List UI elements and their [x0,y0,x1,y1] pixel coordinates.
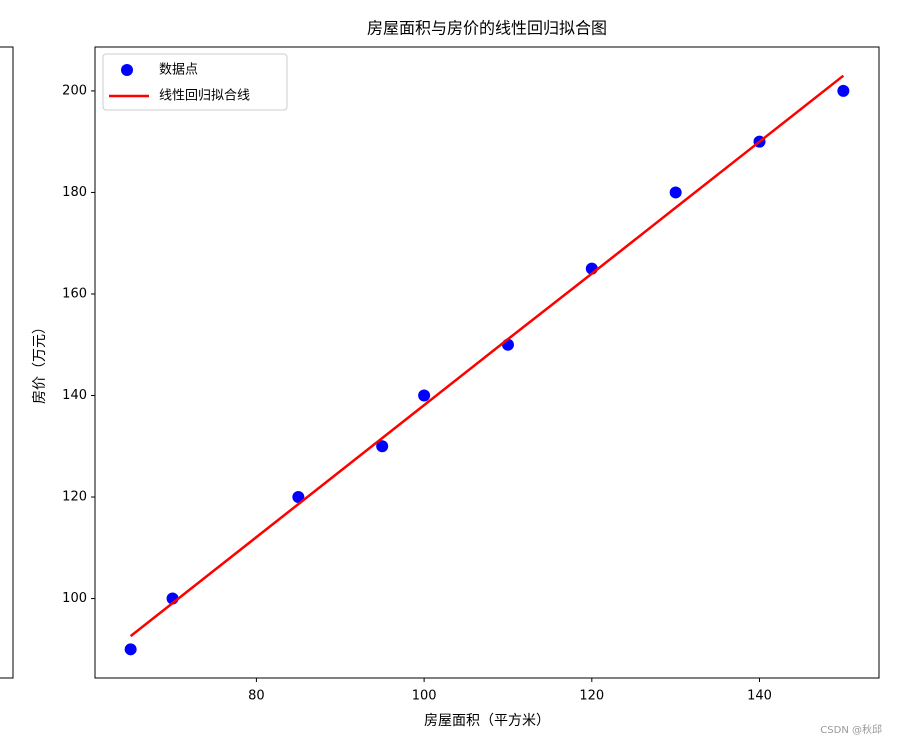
fit-line [129,74,845,638]
data-point [124,643,137,656]
y-tick-label: 160 [62,286,87,301]
data-point [376,440,389,453]
x-tick-label: 140 [747,689,772,704]
y-tick-label: 120 [62,490,87,505]
chart-title: 房屋面积与房价的线性回归拟合图 [367,19,607,38]
x-tick-label: 80 [248,689,265,704]
x-axis-label: 房屋面积（平方米） [424,713,550,729]
data-point [292,491,305,504]
data-point [669,186,682,199]
data-point [837,84,850,97]
plot-area [124,74,850,656]
watermark: CSDN @秋邱 [820,723,882,736]
neighbor-axes-edge [0,46,14,679]
y-tick-label: 100 [62,591,87,606]
x-tick-label: 120 [579,689,604,704]
data-point [418,389,431,402]
y-tick-label: 140 [62,388,87,403]
legend-label: 数据点 [159,63,198,78]
legend-label: 线性回归拟合线 [159,89,250,104]
y-tick-label: 200 [62,83,87,98]
legend-swatch [121,64,133,76]
plot-frame [94,46,880,679]
y-tick-label: 180 [62,185,87,200]
y-axis-label: 房价（万元） [32,320,48,404]
x-tick-label: 100 [412,689,437,704]
